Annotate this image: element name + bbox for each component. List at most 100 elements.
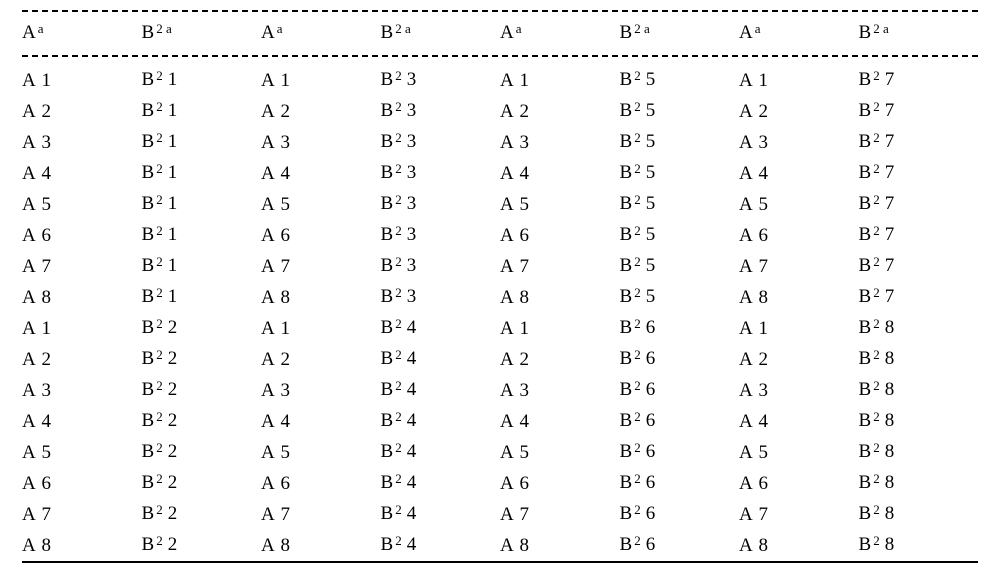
cell-A: A 3 bbox=[739, 375, 859, 406]
table-row: A 8B21A 8B23A 8B25A 8B27 bbox=[22, 282, 978, 313]
table-row: A 3B21A 3B23A 3B25A 3B27 bbox=[22, 127, 978, 158]
cell-A-num: 5 bbox=[278, 194, 290, 215]
cell-B-base: B bbox=[859, 317, 872, 338]
cell-B: B27 bbox=[859, 158, 979, 189]
cell-B: B22 bbox=[142, 313, 262, 344]
cell-B-sup: 2 bbox=[632, 440, 644, 455]
cell-B-sup: 2 bbox=[871, 347, 883, 362]
cell-B: B24 bbox=[381, 313, 501, 344]
cell-A-base: A bbox=[739, 132, 752, 153]
cell-B-base: B bbox=[381, 224, 394, 245]
cell-B: B22 bbox=[142, 530, 262, 561]
cell-B-sup: 2 bbox=[154, 378, 166, 393]
col-header-B: B2 a bbox=[142, 12, 262, 55]
cell-B-base: B bbox=[381, 379, 394, 400]
cell-B-num: 8 bbox=[883, 534, 895, 555]
cell-A: A 6 bbox=[739, 468, 859, 499]
cell-B-sup: 2 bbox=[632, 409, 644, 424]
cell-A: A 4 bbox=[500, 406, 620, 437]
header-B-base: B bbox=[381, 22, 394, 43]
cell-B-num: 7 bbox=[883, 193, 895, 214]
cell-A-num: 1 bbox=[517, 318, 529, 339]
cell-B-sup: 2 bbox=[632, 223, 644, 238]
cell-A-base: A bbox=[739, 473, 752, 494]
header-A-base: A bbox=[261, 22, 275, 43]
cell-A-num: 1 bbox=[517, 70, 529, 91]
cell-B: B23 bbox=[381, 96, 501, 127]
cell-B: B21 bbox=[142, 127, 262, 158]
cell-A-base: A bbox=[22, 101, 35, 122]
cell-B-base: B bbox=[381, 472, 394, 493]
cell-B: B27 bbox=[859, 189, 979, 220]
cell-B: B25 bbox=[620, 96, 740, 127]
cell-A-base: A bbox=[22, 442, 35, 463]
cell-B-num: 8 bbox=[883, 410, 895, 431]
header-A-sup: a bbox=[753, 21, 764, 36]
cell-B-num: 4 bbox=[405, 503, 417, 524]
cell-A: A 8 bbox=[22, 530, 142, 561]
cell-A-num: 7 bbox=[517, 256, 529, 277]
cell-B-base: B bbox=[859, 503, 872, 524]
cell-B-sup: 2 bbox=[632, 471, 644, 486]
cell-B-num: 3 bbox=[405, 224, 417, 245]
cell-A-num: 2 bbox=[517, 101, 529, 122]
cell-A-num: 5 bbox=[517, 194, 529, 215]
cell-B: B24 bbox=[381, 468, 501, 499]
cell-B-sup: 2 bbox=[871, 378, 883, 393]
cell-A-num: 3 bbox=[39, 380, 51, 401]
cell-A: A 7 bbox=[22, 251, 142, 282]
cell-B-sup: 2 bbox=[393, 409, 405, 424]
cell-A-num: 1 bbox=[756, 70, 768, 91]
cell-B-base: B bbox=[620, 69, 633, 90]
cell-B-base: B bbox=[381, 503, 394, 524]
data-table: AaB2 aAaB2 aAaB2 aAaB2 a A 1B21A 1B23A 1… bbox=[22, 12, 978, 561]
cell-A: A 1 bbox=[739, 313, 859, 344]
cell-A-num: 4 bbox=[278, 411, 290, 432]
cell-B-sup: 2 bbox=[393, 533, 405, 548]
cell-A-base: A bbox=[261, 101, 274, 122]
cell-B: B28 bbox=[859, 344, 979, 375]
cell-B-num: 5 bbox=[644, 286, 656, 307]
table-row: A 5B21A 5B23A 5B25A 5B27 bbox=[22, 189, 978, 220]
cell-B: B28 bbox=[859, 499, 979, 530]
cell-A-base: A bbox=[22, 473, 35, 494]
cell-B-sup: 2 bbox=[871, 68, 883, 83]
cell-B-base: B bbox=[859, 131, 872, 152]
cell-B: B25 bbox=[620, 65, 740, 96]
cell-B-num: 1 bbox=[166, 255, 178, 276]
cell-A: A 8 bbox=[261, 530, 381, 561]
cell-B-sup: 2 bbox=[393, 192, 405, 207]
cell-B-sup: 2 bbox=[871, 440, 883, 455]
header-B-base: B bbox=[859, 22, 872, 43]
cell-A: A 8 bbox=[500, 282, 620, 313]
cell-B: B28 bbox=[859, 406, 979, 437]
cell-B-num: 5 bbox=[644, 100, 656, 121]
cell-B-sup: 2 bbox=[154, 533, 166, 548]
header-B-base: B bbox=[620, 22, 633, 43]
cell-B: B26 bbox=[620, 406, 740, 437]
cell-B-base: B bbox=[620, 348, 633, 369]
cell-B-sup: 2 bbox=[871, 285, 883, 300]
cell-B: B25 bbox=[620, 127, 740, 158]
cell-B: B28 bbox=[859, 468, 979, 499]
cell-B-base: B bbox=[620, 503, 633, 524]
cell-A-num: 1 bbox=[39, 318, 51, 339]
cell-B: B21 bbox=[142, 158, 262, 189]
cell-A-base: A bbox=[739, 535, 752, 556]
cell-A-num: 8 bbox=[756, 287, 768, 308]
cell-A-base: A bbox=[739, 318, 752, 339]
cell-B: B25 bbox=[620, 282, 740, 313]
cell-A: A 8 bbox=[261, 282, 381, 313]
cell-B-base: B bbox=[142, 224, 155, 245]
cell-A-base: A bbox=[261, 70, 274, 91]
cell-A-num: 7 bbox=[39, 256, 51, 277]
cell-A-num: 2 bbox=[39, 101, 51, 122]
cell-A-num: 1 bbox=[278, 70, 290, 91]
cell-B: B23 bbox=[381, 127, 501, 158]
cell-B: B24 bbox=[381, 530, 501, 561]
cell-A: A 5 bbox=[500, 437, 620, 468]
cell-B-num: 2 bbox=[166, 503, 178, 524]
cell-A-num: 6 bbox=[517, 473, 529, 494]
cell-B: B28 bbox=[859, 437, 979, 468]
table-row: A 7B22A 7B24A 7B26A 7B28 bbox=[22, 499, 978, 530]
